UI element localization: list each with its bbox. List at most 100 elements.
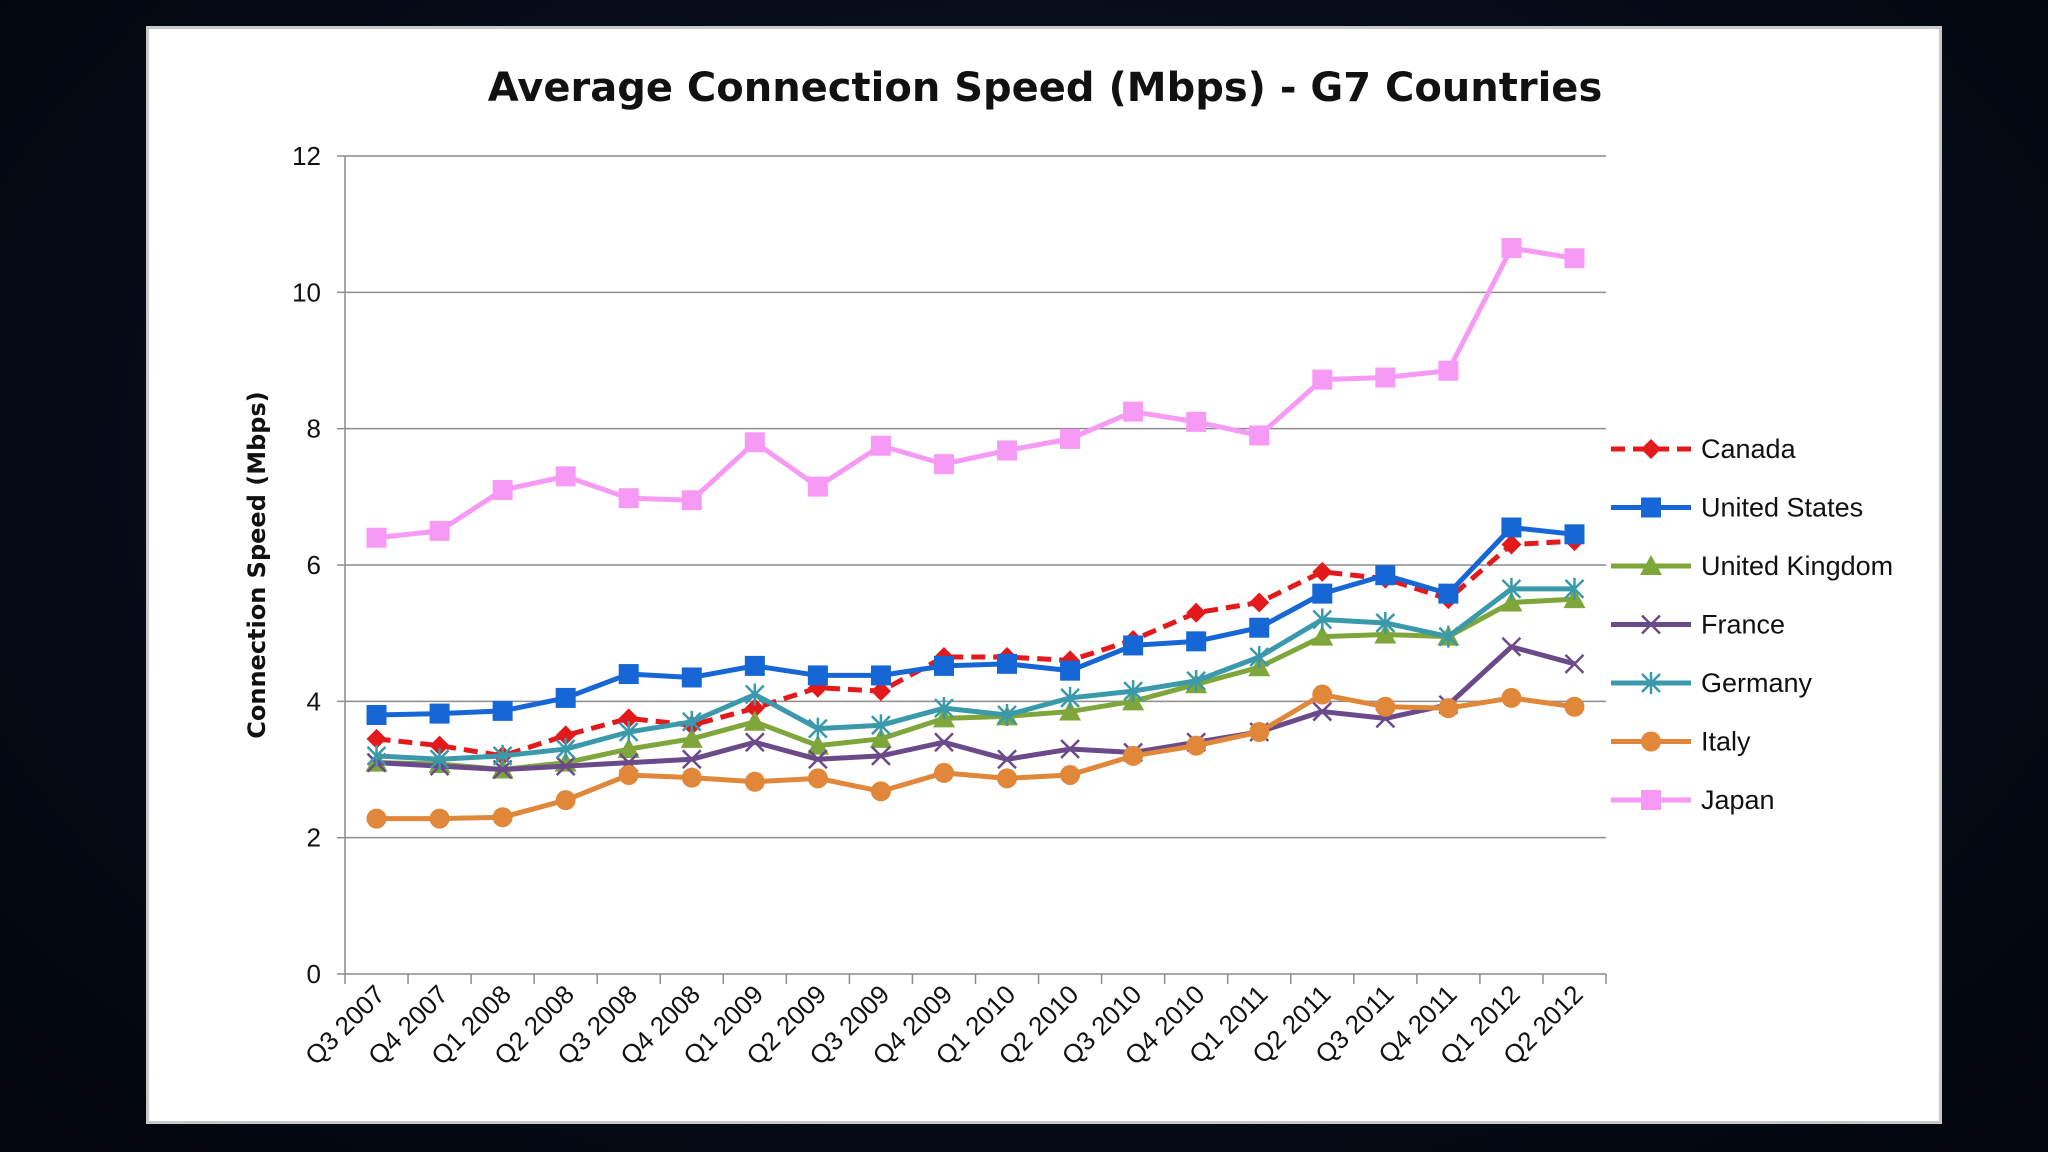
data-point (681, 767, 702, 788)
data-point (618, 708, 639, 729)
legend-item: United Kingdom (1611, 551, 1893, 581)
data-point (807, 476, 828, 497)
data-point (429, 520, 450, 541)
data-point (1312, 684, 1333, 705)
y-tick-label: 0 (307, 959, 321, 989)
data-point (492, 700, 513, 721)
data-point (934, 732, 954, 753)
y-tick-label: 6 (307, 550, 321, 580)
y-tick-label: 4 (307, 686, 321, 716)
data-point (1186, 669, 1207, 692)
data-point (617, 738, 640, 759)
data-point (366, 744, 387, 767)
data-point (1501, 534, 1522, 555)
data-point (555, 756, 576, 776)
data-point (1186, 602, 1207, 623)
legend-label: Japan (1701, 785, 1775, 815)
data-point (1123, 745, 1144, 766)
data-point (1312, 608, 1333, 631)
legend-label: United States (1701, 493, 1863, 523)
data-point (1641, 439, 1661, 459)
legend-item: United States (1611, 493, 1863, 523)
data-point (871, 745, 891, 766)
data-point (933, 762, 954, 783)
data-point (807, 768, 828, 789)
data-point (1186, 735, 1207, 756)
y-tick-label: 8 (307, 414, 321, 444)
series-line (376, 586, 1575, 762)
y-tick-label: 10 (292, 277, 321, 307)
data-point (1501, 517, 1522, 538)
data-point (429, 748, 450, 771)
data-point (744, 683, 765, 706)
data-point (1375, 565, 1396, 586)
line-chart: Average Connection Speed (Mbps) - G7 Cou… (243, 65, 1893, 1071)
data-point (1312, 369, 1333, 390)
data-point (681, 667, 702, 688)
data-point (1312, 583, 1333, 604)
data-point (997, 653, 1018, 674)
legend-label: United Kingdom (1701, 551, 1893, 581)
data-point (1123, 680, 1144, 703)
legend-label: Italy (1701, 727, 1751, 757)
data-point (492, 807, 513, 828)
data-point (869, 727, 892, 748)
data-point (1375, 696, 1396, 717)
data-point (618, 664, 639, 685)
data-point (1438, 698, 1459, 719)
data-point (555, 687, 576, 708)
series-lines (365, 238, 1586, 829)
data-point (1059, 700, 1082, 721)
data-point (1501, 238, 1522, 259)
data-point (806, 734, 829, 755)
data-point (1186, 411, 1207, 432)
data-point (1641, 614, 1661, 635)
data-point (807, 717, 828, 740)
data-point (1060, 686, 1080, 709)
data-point (366, 728, 387, 749)
data-point (870, 435, 891, 456)
data-point (681, 710, 702, 733)
data-point (429, 808, 450, 829)
data-point (870, 781, 891, 802)
data-point (1123, 635, 1144, 656)
series-united-states (366, 517, 1585, 725)
data-point (366, 527, 387, 548)
data-point (618, 764, 639, 785)
data-point (1501, 577, 1522, 600)
data-point (744, 771, 765, 792)
series-germany (366, 577, 1585, 771)
data-point (555, 790, 576, 811)
data-point (366, 704, 387, 725)
data-point (1438, 583, 1459, 604)
data-point (1060, 660, 1081, 681)
data-point (1249, 592, 1270, 613)
series-line (376, 644, 1576, 772)
series-line (376, 525, 1575, 718)
data-point (1500, 591, 1523, 612)
data-point (681, 490, 702, 511)
y-tick-label: 2 (307, 823, 321, 853)
data-point (1438, 360, 1459, 381)
y-tick-label: 12 (292, 141, 321, 171)
data-point (1564, 248, 1585, 269)
data-point (1060, 764, 1081, 785)
data-point (681, 749, 702, 770)
data-point (429, 735, 450, 756)
data-point (1501, 636, 1522, 657)
legend-label: France (1701, 610, 1785, 640)
data-point (870, 681, 891, 702)
data-point (555, 725, 576, 746)
data-point (492, 480, 513, 501)
chart-panel: Average Connection Speed (Mbps) - G7 Cou… (146, 26, 1942, 1124)
data-point (744, 655, 765, 676)
chart-title: Average Connection Speed (Mbps) - G7 Cou… (488, 65, 1603, 111)
data-point (1375, 367, 1396, 388)
data-point (1640, 555, 1662, 575)
data-point (1060, 739, 1080, 759)
data-point (555, 738, 576, 761)
data-point (1249, 646, 1270, 669)
data-point (366, 808, 387, 829)
data-point (618, 488, 639, 509)
